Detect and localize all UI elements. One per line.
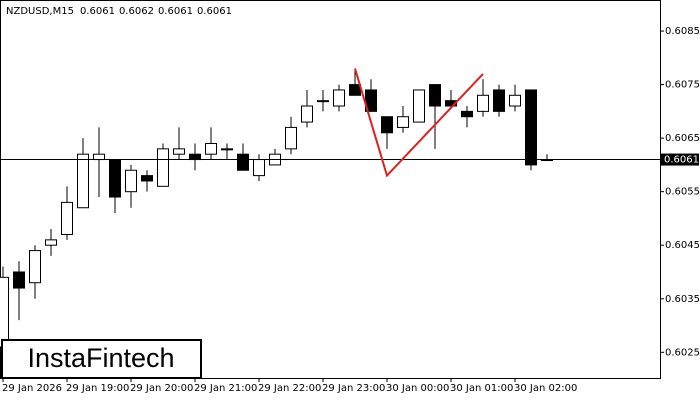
candle-body [317, 100, 329, 103]
ohlc-high: 0.6062 [119, 6, 154, 17]
pattern-line [354, 68, 484, 178]
candle-body [205, 142, 217, 155]
candle-body [93, 153, 105, 161]
y-tick-label: 0.6025 [665, 347, 700, 358]
candle-body [477, 94, 489, 112]
candle-body [45, 239, 57, 246]
candle-body [77, 153, 89, 209]
candle-body [525, 89, 537, 166]
candle-body [381, 116, 393, 134]
candle-body [125, 169, 137, 193]
candle-body [13, 271, 25, 289]
candle-body [285, 126, 297, 150]
x-tick-label: 30 Jan 01:00 [450, 383, 513, 394]
x-tick-label: 30 Jan 00:00 [386, 383, 449, 394]
candle-body [349, 84, 361, 96]
x-tick-label: 29 Jan 22:00 [258, 383, 321, 394]
candle-body [109, 159, 121, 198]
x-tick-label: 29 Jan 20:00 [130, 383, 193, 394]
candle-body [141, 175, 153, 182]
x-tick-label: 29 Jan 19:00 [66, 383, 129, 394]
y-tick-label: 0.6085 [665, 26, 700, 37]
candle-body [333, 89, 345, 107]
y-tick-label: 0.6045 [665, 240, 700, 251]
candle-body [253, 159, 265, 177]
candle-body [0, 276, 9, 348]
y-tick-label: 0.6055 [665, 187, 700, 198]
candle-body [461, 110, 473, 118]
candle-body [397, 116, 409, 128]
x-tick-label: 29 Jan 23:00 [322, 383, 385, 394]
current-price-box [661, 153, 699, 166]
symbol: NZDUSD,M15 [6, 6, 74, 17]
candle-body [237, 153, 249, 171]
y-tick-label: 0.6075 [665, 80, 700, 91]
candle-body [157, 148, 169, 187]
candle-body [29, 250, 41, 284]
logo-box [1, 339, 202, 379]
candle-body [189, 153, 201, 161]
ohlc-close: 0.6061 [197, 6, 232, 17]
candle-body [429, 84, 441, 107]
candle-body [61, 201, 73, 236]
y-tick-label: 0.6065 [665, 133, 700, 144]
y-tick-label: 0.6035 [665, 294, 700, 305]
candle-body [493, 89, 505, 112]
ohlc-open: 0.6061 [80, 6, 115, 17]
ohlc-low: 0.6061 [158, 6, 193, 17]
candle-body [509, 94, 521, 107]
logo: InstaFintech [27, 343, 174, 373]
candle-body [413, 89, 425, 123]
candle-body [301, 105, 313, 123]
x-tick-label: 30 Jan 02:00 [514, 383, 577, 394]
candle-body [221, 148, 233, 151]
x-tick-label: 29 Jan 21:00 [194, 383, 257, 394]
current-price-label: 0.6061 [664, 155, 699, 166]
chart-header: NZDUSD,M15 0.6061 0.6062 0.6061 0.6061 [6, 6, 232, 17]
candle-body [173, 148, 185, 155]
x-tick-label: 29 Jan 2026 [2, 383, 62, 394]
